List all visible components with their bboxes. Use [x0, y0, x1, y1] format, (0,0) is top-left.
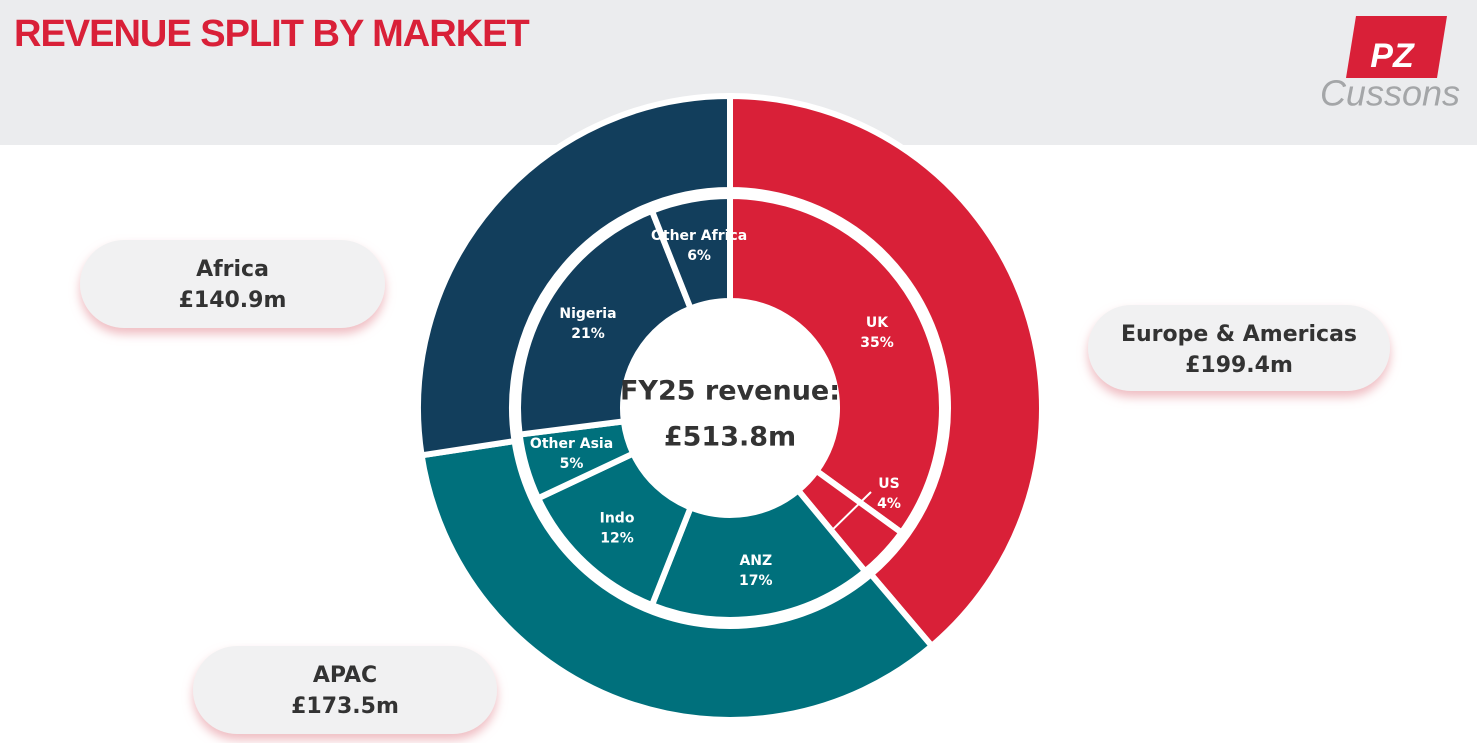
slice-value: 17% — [739, 573, 773, 589]
callout-value: £199.4m — [1185, 353, 1293, 378]
slice-value: 12% — [600, 530, 634, 546]
callout-category: Africa — [196, 257, 269, 282]
slice-category: Nigeria — [559, 306, 616, 322]
chart-title: REVENUE SPLIT BY MARKET — [14, 13, 529, 55]
leader-line — [831, 491, 872, 531]
callout-category: APAC — [313, 663, 377, 688]
slice-value: 35% — [860, 335, 894, 351]
center-disc — [626, 304, 834, 512]
slice — [515, 206, 695, 438]
logo-name: Cussons — [1320, 73, 1460, 114]
slice-category: ANZ — [739, 553, 772, 569]
slice — [648, 192, 733, 313]
slice — [415, 92, 733, 459]
slice-value: 21% — [571, 326, 605, 342]
callout-box — [1088, 305, 1390, 391]
slice — [727, 92, 1045, 651]
slice — [418, 437, 936, 723]
chart: Europe & Americas £199.4m APAC £173.5m Afric… — [80, 92, 1390, 734]
callout-category: Europe & Americas — [1121, 322, 1357, 347]
slice-value: 5% — [560, 456, 584, 472]
slice — [727, 192, 945, 537]
slice — [648, 486, 870, 623]
slice-category: Other Asia — [530, 436, 613, 452]
callout-box — [80, 240, 385, 328]
callout-box — [193, 646, 497, 734]
logo-mark: PZ — [1370, 37, 1415, 75]
callout-value: £173.5m — [291, 694, 399, 719]
slice-category: US — [878, 476, 899, 492]
logo: PZ Cussons — [1320, 16, 1460, 114]
callout-value: £140.9m — [179, 288, 287, 313]
slice-category: Other Africa — [651, 228, 747, 244]
slice-category: UK — [866, 315, 889, 331]
slice-value: 6% — [687, 248, 711, 264]
slice-category: Indo — [600, 510, 635, 526]
logo-badge — [1346, 16, 1447, 78]
center-label: FY25 revenue: — [620, 376, 840, 407]
center-total: £513.8m — [664, 422, 796, 453]
slice-value: 4% — [877, 496, 901, 512]
